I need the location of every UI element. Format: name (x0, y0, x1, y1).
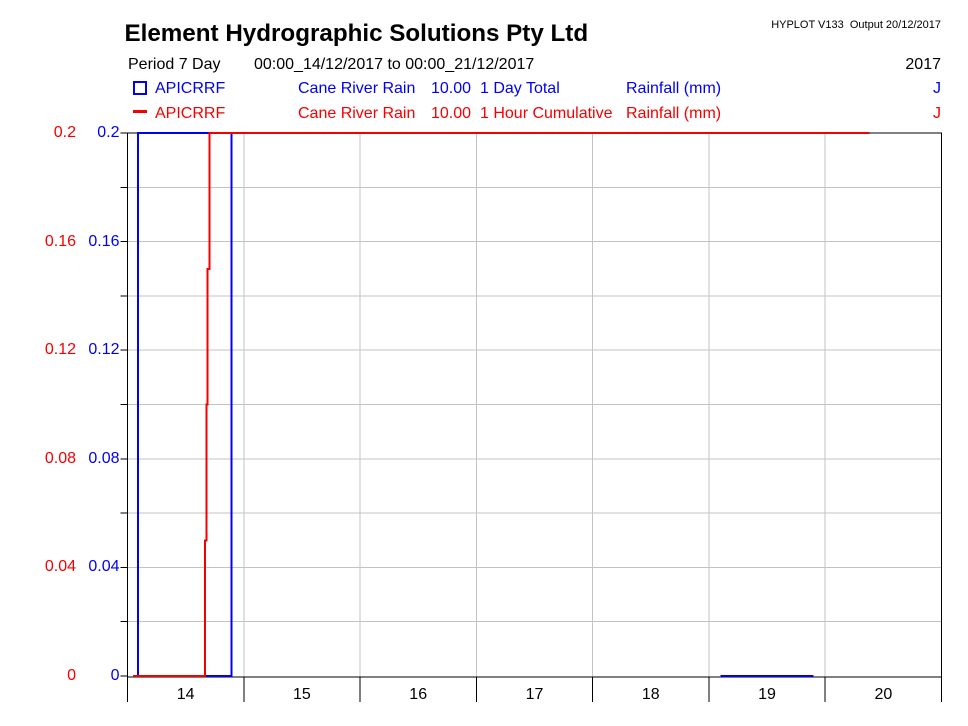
x-axis-label: 19 (758, 685, 776, 703)
legend-site-name: Cane River Rain (298, 105, 416, 122)
y-axis-label-red: 0.08 (44, 449, 76, 467)
y-axis-label-red: 0.2 (53, 124, 76, 141)
legend-station: APICRRF (155, 105, 226, 122)
legend-site-name: Cane River Rain (298, 80, 416, 97)
legend-interval: 10.00 (431, 80, 472, 97)
period-label: Period 7 Day (128, 56, 221, 73)
y-axis-label-red: 0 (67, 667, 76, 684)
page-title: Element Hydrographic Solutions Pty Ltd (124, 20, 589, 47)
legend-interval: 10.00 (431, 105, 472, 122)
y-axis-label-blue: 0.12 (88, 341, 120, 359)
x-axis-label: 17 (525, 685, 544, 703)
legend-quality: J (933, 80, 941, 97)
period-year: 2017 (905, 56, 941, 73)
y-axis-label-blue: 0.04 (88, 558, 120, 576)
trace-hour-cumulative (132, 132, 870, 677)
y-axis-label-red: 0.16 (44, 232, 76, 250)
legend-square-icon (133, 81, 147, 95)
x-axis-label: 18 (641, 685, 660, 703)
y-axis-label-blue: 0.2 (97, 124, 120, 141)
legend-station: APICRRF (155, 80, 226, 97)
legend-trace-type: 1 Hour Cumulative (480, 105, 613, 122)
x-axis-label: 15 (293, 685, 311, 703)
x-axis-label: 20 (874, 685, 893, 703)
y-axis-label-blue: 0.08 (88, 449, 120, 467)
legend-units: Rainfall (mm) (626, 80, 722, 97)
hyplot-version-output: HYPLOT V133 Output 20/12/2017 (771, 19, 941, 31)
legend-trace-type: 1 Day Total (480, 80, 560, 97)
y-axis-label-red: 0.04 (44, 558, 76, 576)
x-axis-label: 16 (409, 685, 428, 703)
y-axis-label-blue: 0 (110, 667, 120, 684)
legend-quality: J (933, 105, 941, 122)
legend-units: Rainfall (mm) (626, 105, 722, 122)
legend-dash-icon (133, 110, 147, 113)
y-axis-label-blue: 0.16 (88, 232, 120, 250)
x-axis-label: 14 (176, 685, 195, 703)
y-axis-label-red: 0.12 (44, 341, 76, 359)
period-range: 00:00_14/12/2017 to 00:00_21/12/2017 (254, 56, 535, 73)
